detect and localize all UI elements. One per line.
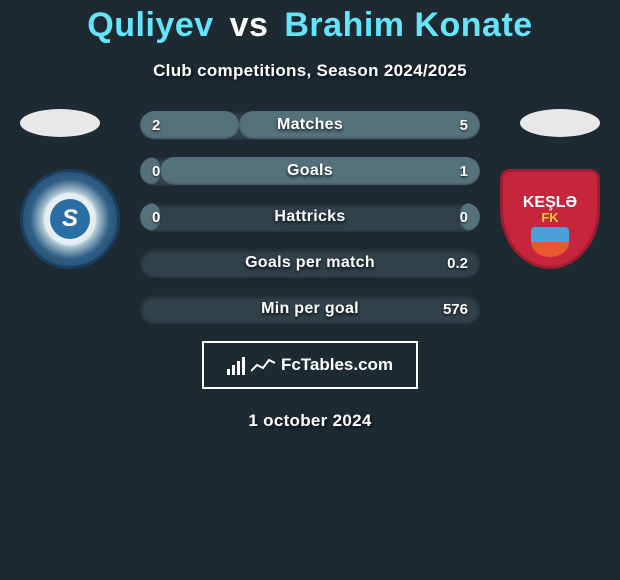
stat-row: Goals per match0.2: [140, 249, 480, 277]
stat-label: Min per goal: [140, 295, 480, 323]
stat-value-right: 0.2: [447, 249, 468, 277]
bar-chart-icon: [227, 355, 245, 375]
country-flag-left: [20, 109, 100, 137]
stat-label: Hattricks: [140, 203, 480, 231]
club-logo-right: KEŞLƏ FK: [500, 169, 600, 269]
attribution-box: FcTables.com: [202, 341, 418, 389]
club-logo-left-letter: S: [50, 199, 90, 239]
stat-row: Matches2 5: [140, 111, 480, 139]
stat-value-right: 1: [460, 157, 468, 185]
stat-row: Min per goal576: [140, 295, 480, 323]
content: S KEŞLƏ FK Matches25Goals01Hattricks00Go…: [0, 111, 620, 431]
subtitle: Club competitions, Season 2024/2025: [0, 61, 620, 81]
player1-name: Quliyev: [87, 6, 213, 44]
country-flag-right: [520, 109, 600, 137]
date-label: 1 october 2024: [0, 411, 620, 431]
club-logo-left: S: [20, 169, 120, 269]
club-logo-right-sub: FK: [541, 210, 558, 225]
stat-value-right: 0: [460, 203, 468, 231]
player2-name: Brahim Konate: [284, 6, 532, 44]
header: Quliyev vs Brahim Konate Club competitio…: [0, 0, 620, 81]
line-chart-icon: [251, 355, 275, 375]
stat-value-left: 0: [152, 157, 160, 185]
stats-table: Matches25Goals01Hattricks00Goals per mat…: [140, 111, 480, 323]
club-logo-right-shield-icon: [531, 227, 569, 257]
stat-value-left: 0: [152, 203, 160, 231]
page-title: Quliyev vs Brahim Konate: [0, 6, 620, 45]
vs-label: vs: [230, 6, 269, 44]
stat-value-right: 5: [460, 111, 468, 139]
stat-value-left: 2: [152, 111, 160, 139]
stat-value-right: 576: [443, 295, 468, 323]
stat-label: Goals per match: [140, 249, 480, 277]
stat-row: Hattricks0 0: [140, 203, 480, 231]
stat-label: Matches: [140, 111, 480, 139]
stat-label: Goals: [140, 157, 480, 185]
brand-label: FcTables.com: [281, 355, 393, 375]
stat-row: Goals0 1: [140, 157, 480, 185]
